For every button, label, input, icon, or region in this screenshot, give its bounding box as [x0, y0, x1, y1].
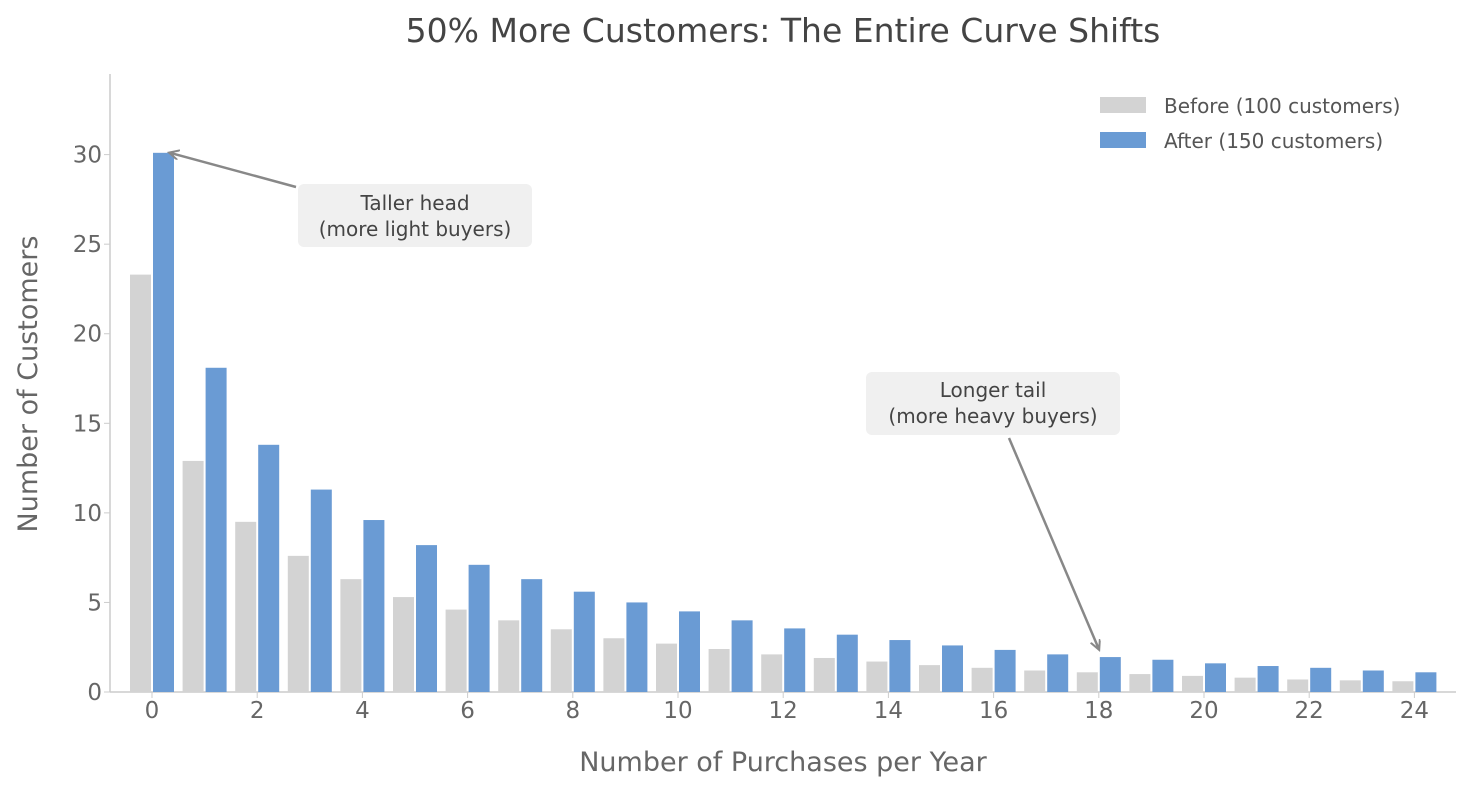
y-tick-label: 10 [73, 501, 102, 527]
bar-before [550, 629, 572, 692]
x-tick-label: 16 [979, 698, 1008, 724]
bar-before [1024, 670, 1046, 692]
annotation-box-tail [866, 372, 1120, 435]
bar-after [679, 611, 700, 692]
annotations: Taller head(more light buyers) Longer tai… [170, 153, 1120, 649]
x-axis-label: Number of Purchases per Year [579, 747, 987, 778]
legend-label-after: After (150 customers) [1164, 129, 1383, 153]
chart-title: 50% More Customers: The Entire Curve Shi… [406, 11, 1161, 50]
bar-after [573, 591, 595, 692]
bar-before [656, 643, 677, 692]
bar-before [393, 597, 414, 692]
bar-after [1310, 667, 1332, 692]
x-tick-label: 24 [1400, 698, 1429, 724]
bar-before [498, 620, 520, 692]
y-tick-label: 20 [73, 322, 102, 348]
y-tick-label: 25 [73, 232, 102, 258]
bar-after [731, 620, 753, 692]
x-tick-label: 20 [1189, 698, 1218, 724]
bar-after [1415, 672, 1437, 692]
annotation-text-head: Taller head [359, 191, 469, 215]
bar-after [1257, 666, 1279, 692]
y-axis-label: Number of Customers [13, 236, 44, 533]
annotation-text-head: (more light buyers) [319, 217, 512, 241]
x-tick-label: 18 [1084, 698, 1113, 724]
annotation-text-tail: Longer tail [940, 378, 1047, 402]
bar-after [1099, 657, 1121, 692]
legend-swatch-after [1100, 132, 1146, 148]
bar-after [1047, 654, 1069, 692]
bar-before [1287, 679, 1309, 692]
legend-swatch-before [1100, 97, 1146, 113]
bar-before [1339, 680, 1361, 692]
y-tick-label: 30 [73, 143, 102, 169]
bar-after [153, 152, 174, 693]
bar-before [919, 665, 940, 692]
bar-before [235, 521, 257, 692]
bar-before [761, 654, 783, 692]
bar-before [1076, 672, 1098, 692]
bar-after [1362, 670, 1384, 692]
bar-before [445, 609, 467, 692]
annotation-arrow-head [170, 153, 297, 189]
bar-after [1205, 663, 1226, 692]
bar-after [521, 579, 543, 692]
bar-before [971, 667, 993, 692]
annotation-arrow-tail [1007, 437, 1099, 649]
y-tick-label: 0 [87, 680, 102, 706]
bar-after [363, 520, 385, 692]
bars [130, 152, 1437, 693]
x-tick-label: 14 [874, 698, 903, 724]
bar-before [603, 638, 625, 692]
bar-before [287, 555, 309, 692]
x-tick-label: 10 [663, 698, 692, 724]
x-tick-label: 0 [145, 698, 160, 724]
x-tick-label: 4 [355, 698, 370, 724]
bar-after [836, 634, 858, 692]
annotation-box-head [298, 184, 532, 247]
bar-after [1152, 659, 1174, 692]
y-tick-label: 15 [73, 411, 102, 437]
bar-after [626, 602, 648, 692]
bar-before [866, 661, 888, 692]
bar-after [310, 489, 332, 692]
bar-before [130, 274, 151, 692]
x-axis: 0 2 4 6 8 10 12 14 16 18 20 22 24 [110, 691, 1456, 724]
bar-after [416, 545, 437, 692]
bar-after [942, 645, 963, 692]
legend-label-before: Before (100 customers) [1164, 94, 1400, 118]
x-tick-label: 22 [1295, 698, 1324, 724]
bar-before [708, 649, 730, 692]
bar-before [1129, 674, 1151, 692]
x-ticks: 0 2 4 6 8 10 12 14 16 18 20 22 24 [145, 692, 1429, 724]
x-tick-label: 12 [769, 698, 798, 724]
y-tick-label: 5 [87, 590, 102, 616]
bar-before [340, 579, 362, 692]
bar-after [889, 640, 911, 692]
x-tick-label: 8 [565, 698, 580, 724]
bar-before [1182, 675, 1203, 692]
legend: Before (100 customers) After (150 custom… [1100, 94, 1400, 153]
bar-after [784, 628, 806, 692]
bar-before [1392, 681, 1414, 692]
annotation-text-tail: (more heavy buyers) [888, 404, 1097, 428]
bar-after [994, 649, 1016, 692]
y-axis: 0 5 10 15 20 25 30 [73, 74, 111, 706]
bar-before [1234, 677, 1256, 692]
bar-before [813, 657, 835, 692]
bar-after [468, 564, 490, 692]
bar-after [205, 367, 227, 692]
bar-before [182, 460, 204, 692]
x-tick-label: 6 [460, 698, 475, 724]
x-tick-label: 2 [250, 698, 265, 724]
bar-after [258, 444, 280, 692]
y-ticks: 0 5 10 15 20 25 30 [73, 143, 110, 706]
